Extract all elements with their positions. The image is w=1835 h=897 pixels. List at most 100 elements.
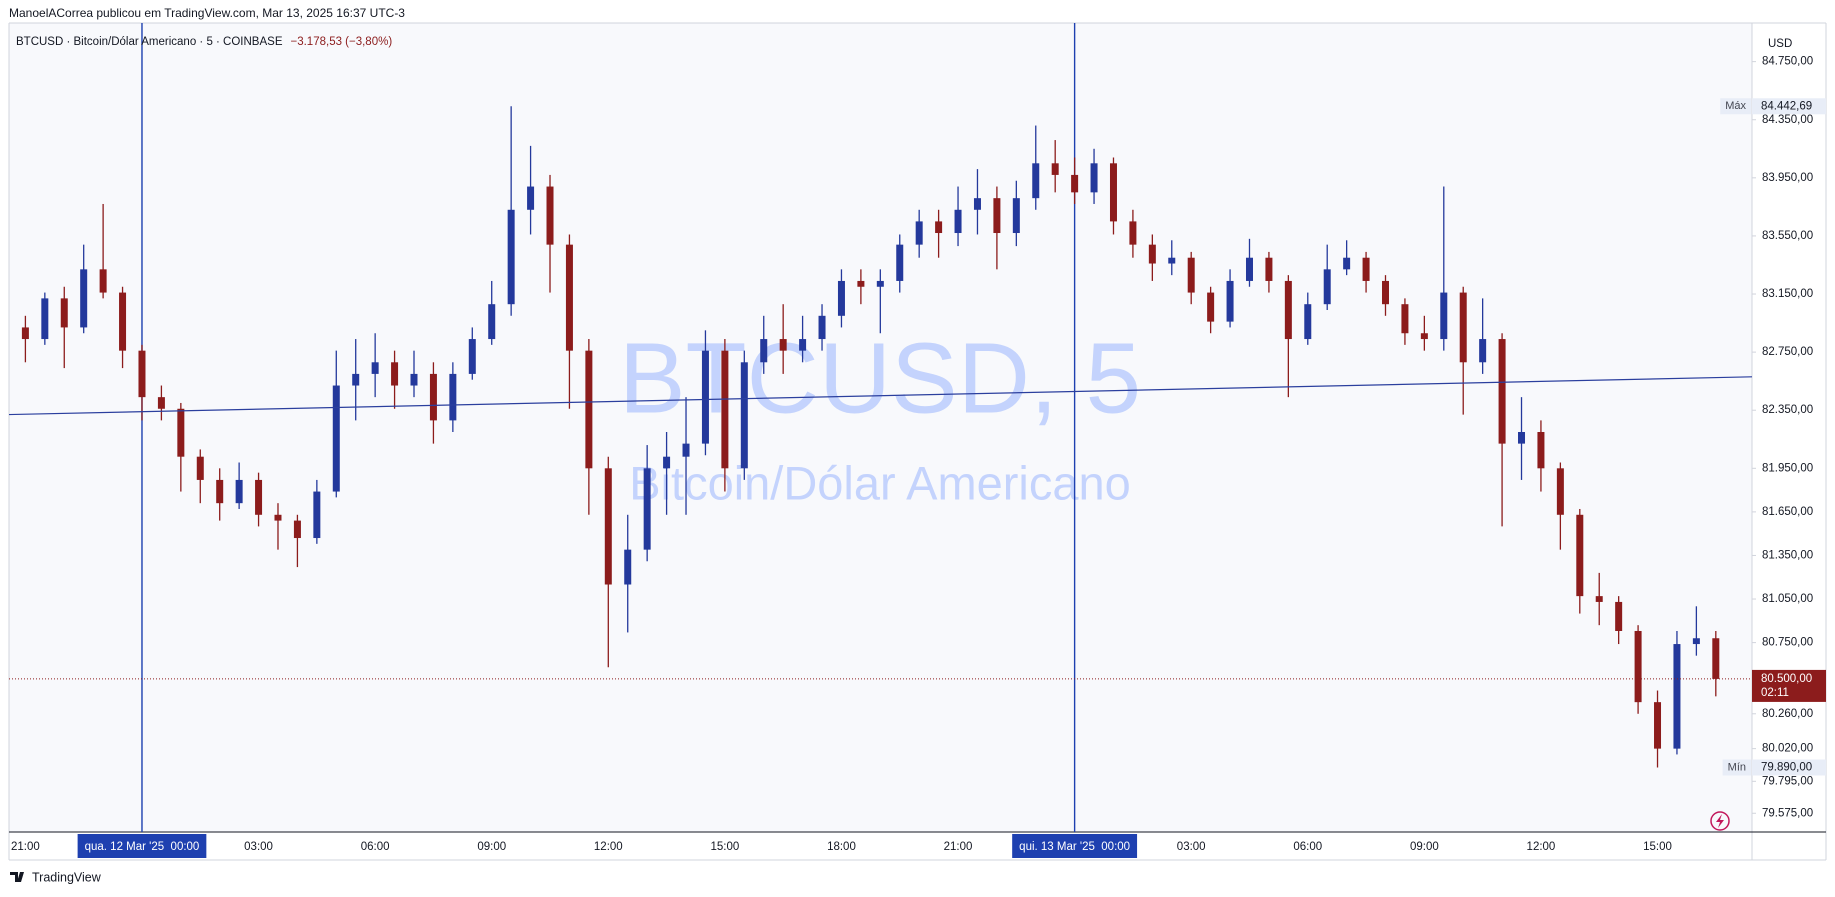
candle-body xyxy=(701,350,709,444)
candle-body xyxy=(682,443,690,457)
price-label-box xyxy=(1752,98,1826,115)
y-tick-label: 83.550,00 xyxy=(1762,230,1813,242)
candle-body xyxy=(624,549,632,585)
price-label-value: 79.890,00 xyxy=(1761,762,1812,774)
y-tick-label: 84.350,00 xyxy=(1762,114,1813,126)
candle-body xyxy=(1712,638,1720,679)
candle-body xyxy=(896,244,904,281)
candle-body xyxy=(954,209,962,234)
y-tick-label: 84.750,00 xyxy=(1762,56,1813,68)
candle-body xyxy=(1440,292,1448,340)
candle-body xyxy=(488,304,496,340)
candle-body xyxy=(1615,601,1623,631)
x-tick-label: 09:00 xyxy=(1410,841,1439,853)
candle-body xyxy=(1284,280,1292,340)
candle-body xyxy=(857,280,865,287)
candle-body xyxy=(1012,198,1020,234)
candle-body xyxy=(1168,257,1176,264)
candle-body xyxy=(157,397,165,409)
candle-body xyxy=(1051,163,1059,175)
price-label-value: 84.442,69 xyxy=(1761,100,1812,112)
candle-body xyxy=(760,339,768,363)
x-tick-label: qui. 13 Mar '25 00:00 xyxy=(1019,841,1130,853)
watermark: BTCUSD, 5 Bitcoin/Dólar Americano xyxy=(619,322,1141,509)
x-tick-label: 03:00 xyxy=(1177,841,1206,853)
y-tick-label: 80.260,00 xyxy=(1762,708,1813,720)
candle-body xyxy=(663,456,671,469)
candle-body xyxy=(1343,257,1351,270)
x-tick-label: 03:00 xyxy=(244,841,273,853)
y-tick-label: 81.050,00 xyxy=(1762,593,1813,605)
candle-body xyxy=(99,269,107,293)
candle-body xyxy=(391,362,399,386)
alert-icon[interactable] xyxy=(1710,811,1730,831)
candle-body xyxy=(1518,432,1526,444)
price-label-name-box xyxy=(1722,759,1751,776)
candle-body xyxy=(1401,304,1409,334)
candle-body xyxy=(468,339,476,374)
candle-body xyxy=(177,408,185,457)
candle-body xyxy=(138,350,146,398)
overlay: 84.750,00 84.350,00 83.950,00 83.550,00 83.1… xyxy=(11,56,1826,858)
candle-body xyxy=(196,456,204,480)
marks xyxy=(8,23,1753,832)
candle-body xyxy=(449,373,457,421)
footer-logo: TradingView xyxy=(10,870,102,884)
x-tick-label: 15:00 xyxy=(710,841,739,853)
candle-body xyxy=(585,350,593,469)
last-price-box xyxy=(1752,669,1826,702)
candle-body xyxy=(1071,174,1079,193)
y-tick-label: 82.350,00 xyxy=(1762,404,1813,416)
candle-body xyxy=(1245,257,1253,281)
candle-body xyxy=(1090,163,1098,193)
candle-body xyxy=(643,468,651,550)
candle-body xyxy=(1129,221,1137,245)
candle-body xyxy=(119,292,127,351)
symbol-legend: BTCUSD · Bitcoin/Dólar Americano · 5 · C… xyxy=(16,36,283,48)
candle-body xyxy=(565,244,573,351)
candle-body xyxy=(1187,257,1195,293)
candle-body xyxy=(799,339,807,351)
candle-body xyxy=(935,221,943,234)
candle-body xyxy=(1556,468,1564,515)
candle-body xyxy=(410,373,418,386)
y-tick-label: 79.575,00 xyxy=(1762,807,1813,819)
candle-body xyxy=(1148,244,1156,264)
x-tick-label: 21:00 xyxy=(11,841,40,853)
price-change: −3.178,53 (−3,80%) xyxy=(291,36,393,48)
candle-body xyxy=(1362,257,1370,281)
countdown-label: 02:11 xyxy=(1761,687,1789,699)
x-tick-label: qua. 12 Mar '25 00:00 xyxy=(85,841,200,853)
candle-body xyxy=(41,298,49,340)
candle-body xyxy=(1673,644,1681,749)
candle-body xyxy=(507,209,515,305)
y-tick-label: 81.950,00 xyxy=(1762,462,1813,474)
candle-body xyxy=(1576,514,1584,597)
x-tick-label: 21:00 xyxy=(944,841,973,853)
candle-body xyxy=(993,198,1001,234)
candle-body xyxy=(1207,292,1215,322)
candle-body xyxy=(80,269,88,328)
candle-body xyxy=(1479,339,1487,363)
x-tick-label: 18:00 xyxy=(827,841,856,853)
candle-body xyxy=(60,298,68,328)
footer-brand: TradingView xyxy=(32,870,102,884)
y-tick-label: 81.350,00 xyxy=(1762,549,1813,561)
candle-body xyxy=(740,362,748,469)
watermark-description: Bitcoin/Dólar Americano xyxy=(629,456,1131,509)
currency-label: USD xyxy=(1768,38,1792,50)
price-label-name-box xyxy=(1720,98,1751,115)
trend-line xyxy=(8,376,1753,416)
candle-body xyxy=(1634,630,1642,703)
candle-body xyxy=(255,479,263,515)
x-tick-label: 15:00 xyxy=(1643,841,1672,853)
candle-body xyxy=(1654,702,1662,749)
candle-body xyxy=(1537,432,1545,469)
y-tick-label: 80.020,00 xyxy=(1762,743,1813,755)
candle-body xyxy=(721,350,729,469)
watermark-symbol: BTCUSD, 5 xyxy=(619,322,1141,434)
candle-body xyxy=(293,520,301,539)
publisher-header: ManoelACorrea publicou em TradingView.co… xyxy=(9,6,405,20)
candle-body xyxy=(216,479,224,504)
